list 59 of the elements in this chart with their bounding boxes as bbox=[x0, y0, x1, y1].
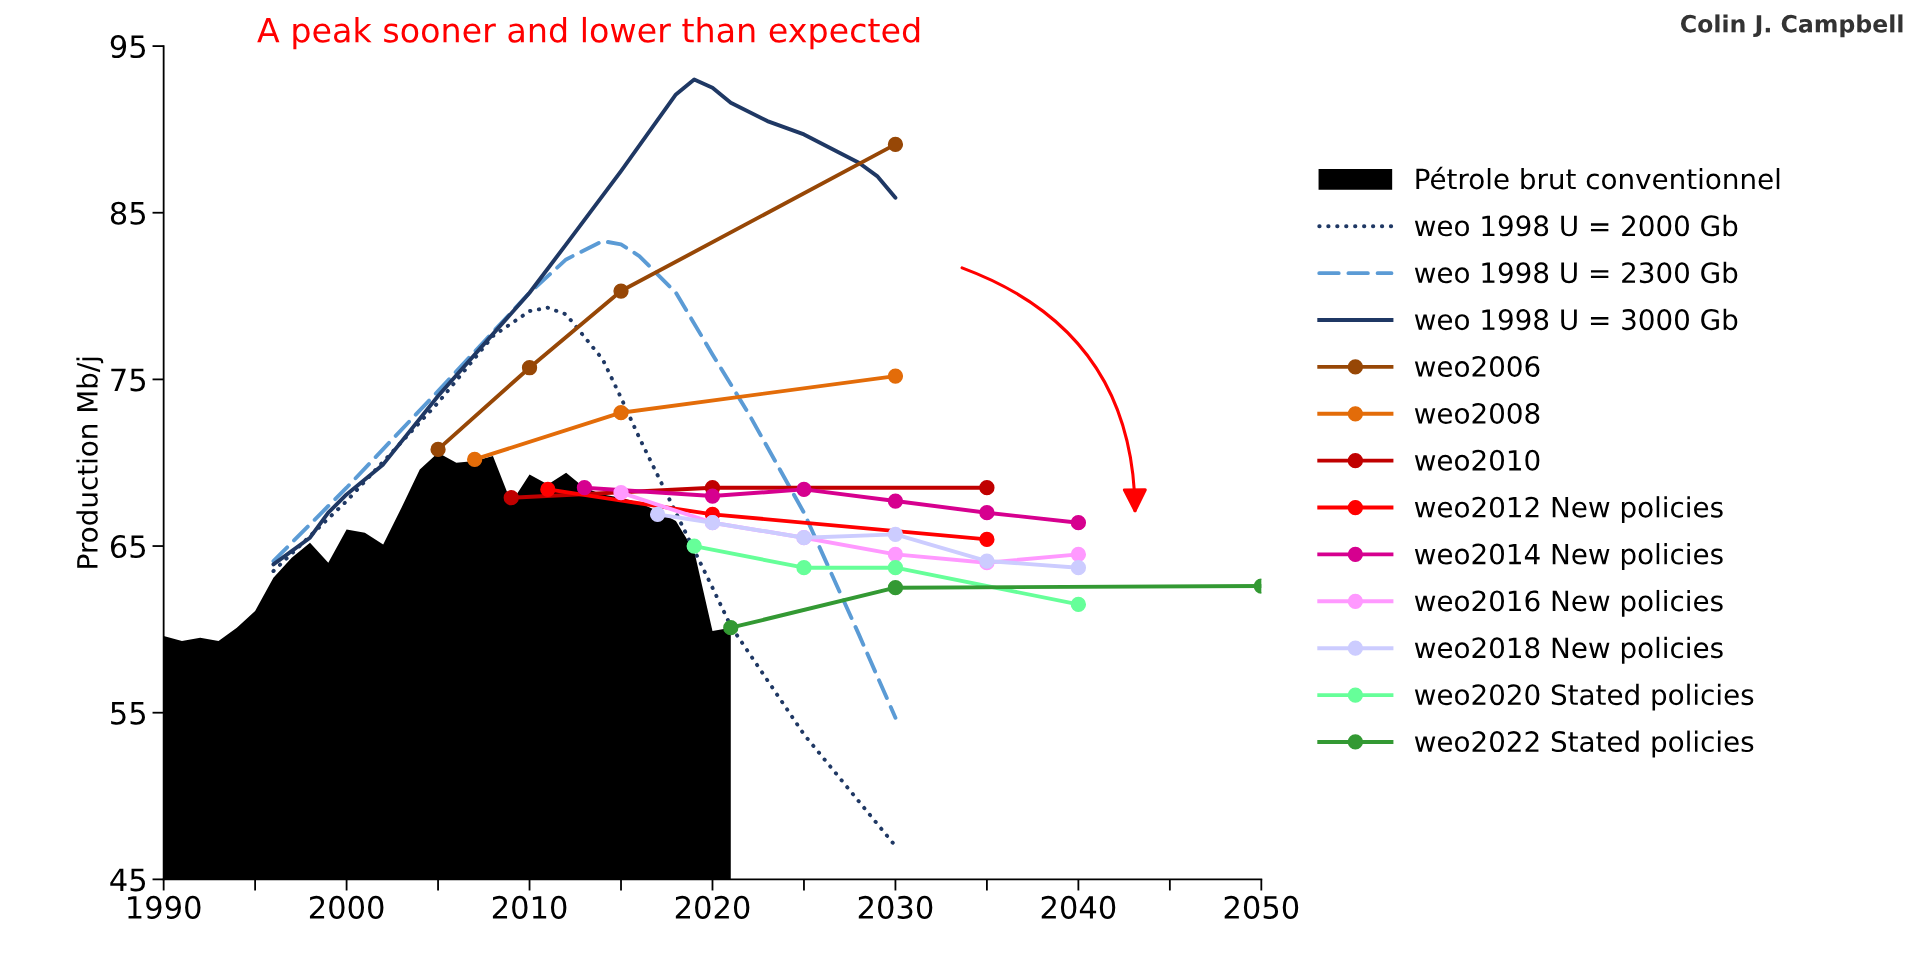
x-tick-label: 2020 bbox=[675, 895, 750, 919]
legend-label: weo 1998 U = 2000 Gb bbox=[1414, 214, 1738, 237]
point bbox=[503, 490, 519, 506]
point bbox=[649, 506, 666, 523]
point bbox=[1070, 546, 1087, 563]
x-tick-label: 2000 bbox=[309, 895, 384, 919]
legend-label: weo2012 New policies bbox=[1414, 496, 1723, 524]
point bbox=[1070, 560, 1087, 576]
x-tick-label: 2010 bbox=[492, 895, 567, 919]
legend-label: weo2014 New policies bbox=[1414, 543, 1723, 570]
legend-label: weo2010 bbox=[1414, 449, 1540, 471]
point bbox=[887, 580, 904, 596]
legend-label: weo 1998 U = 2300 Gb bbox=[1414, 261, 1738, 284]
x-tick-label: 2040 bbox=[1041, 895, 1116, 919]
legend-label: weo2022 Stated policies bbox=[1414, 730, 1754, 758]
point bbox=[521, 360, 538, 376]
legend-label: Pétrole brut conventionnel bbox=[1416, 166, 1780, 190]
legend-label: weo2008 bbox=[1414, 402, 1540, 424]
point bbox=[979, 531, 995, 548]
y-tick-label: 55 bbox=[111, 702, 146, 725]
point bbox=[1070, 515, 1087, 531]
legend-label: weo2020 Stated policies bbox=[1414, 683, 1754, 711]
y-tick-label: 75 bbox=[111, 368, 146, 392]
point bbox=[887, 560, 904, 576]
point bbox=[576, 480, 593, 496]
legend-label: weo2016 New policies bbox=[1414, 589, 1723, 617]
y-tick-label: 65 bbox=[110, 534, 146, 559]
y-tick-label: 85 bbox=[110, 201, 146, 225]
x-tick-label: 2050 bbox=[1224, 895, 1299, 919]
legend-label: weo2018 New policies bbox=[1414, 636, 1723, 664]
point bbox=[979, 480, 995, 496]
point bbox=[686, 538, 702, 554]
legend-label: weo 1998 U = 3000 Gb bbox=[1414, 308, 1738, 331]
point bbox=[796, 481, 812, 498]
point bbox=[467, 451, 483, 468]
annotation: A peak sooner and lower than expected bbox=[257, 16, 920, 50]
point bbox=[613, 283, 629, 299]
y-tick-label: 95 bbox=[110, 35, 146, 59]
point bbox=[723, 620, 739, 636]
point bbox=[887, 368, 904, 384]
point bbox=[704, 488, 721, 504]
y-axis-title: Production Mb/j bbox=[76, 357, 104, 568]
point bbox=[430, 441, 446, 458]
point bbox=[979, 505, 995, 521]
point bbox=[1070, 596, 1087, 613]
x-tick-label: 1990 bbox=[128, 895, 201, 919]
line-series bbox=[271, 239, 898, 720]
x-tick-label: 2030 bbox=[858, 895, 933, 919]
y-tick-label: 45 bbox=[110, 868, 146, 892]
point bbox=[540, 481, 556, 498]
point bbox=[613, 405, 629, 421]
point bbox=[613, 485, 629, 501]
text: Colin J. Campbell bbox=[1681, 14, 1903, 38]
legend-label: weo2006 bbox=[1414, 356, 1540, 378]
point bbox=[887, 493, 904, 509]
point bbox=[887, 136, 904, 153]
point bbox=[887, 526, 904, 543]
point bbox=[887, 546, 904, 563]
point bbox=[796, 560, 812, 576]
